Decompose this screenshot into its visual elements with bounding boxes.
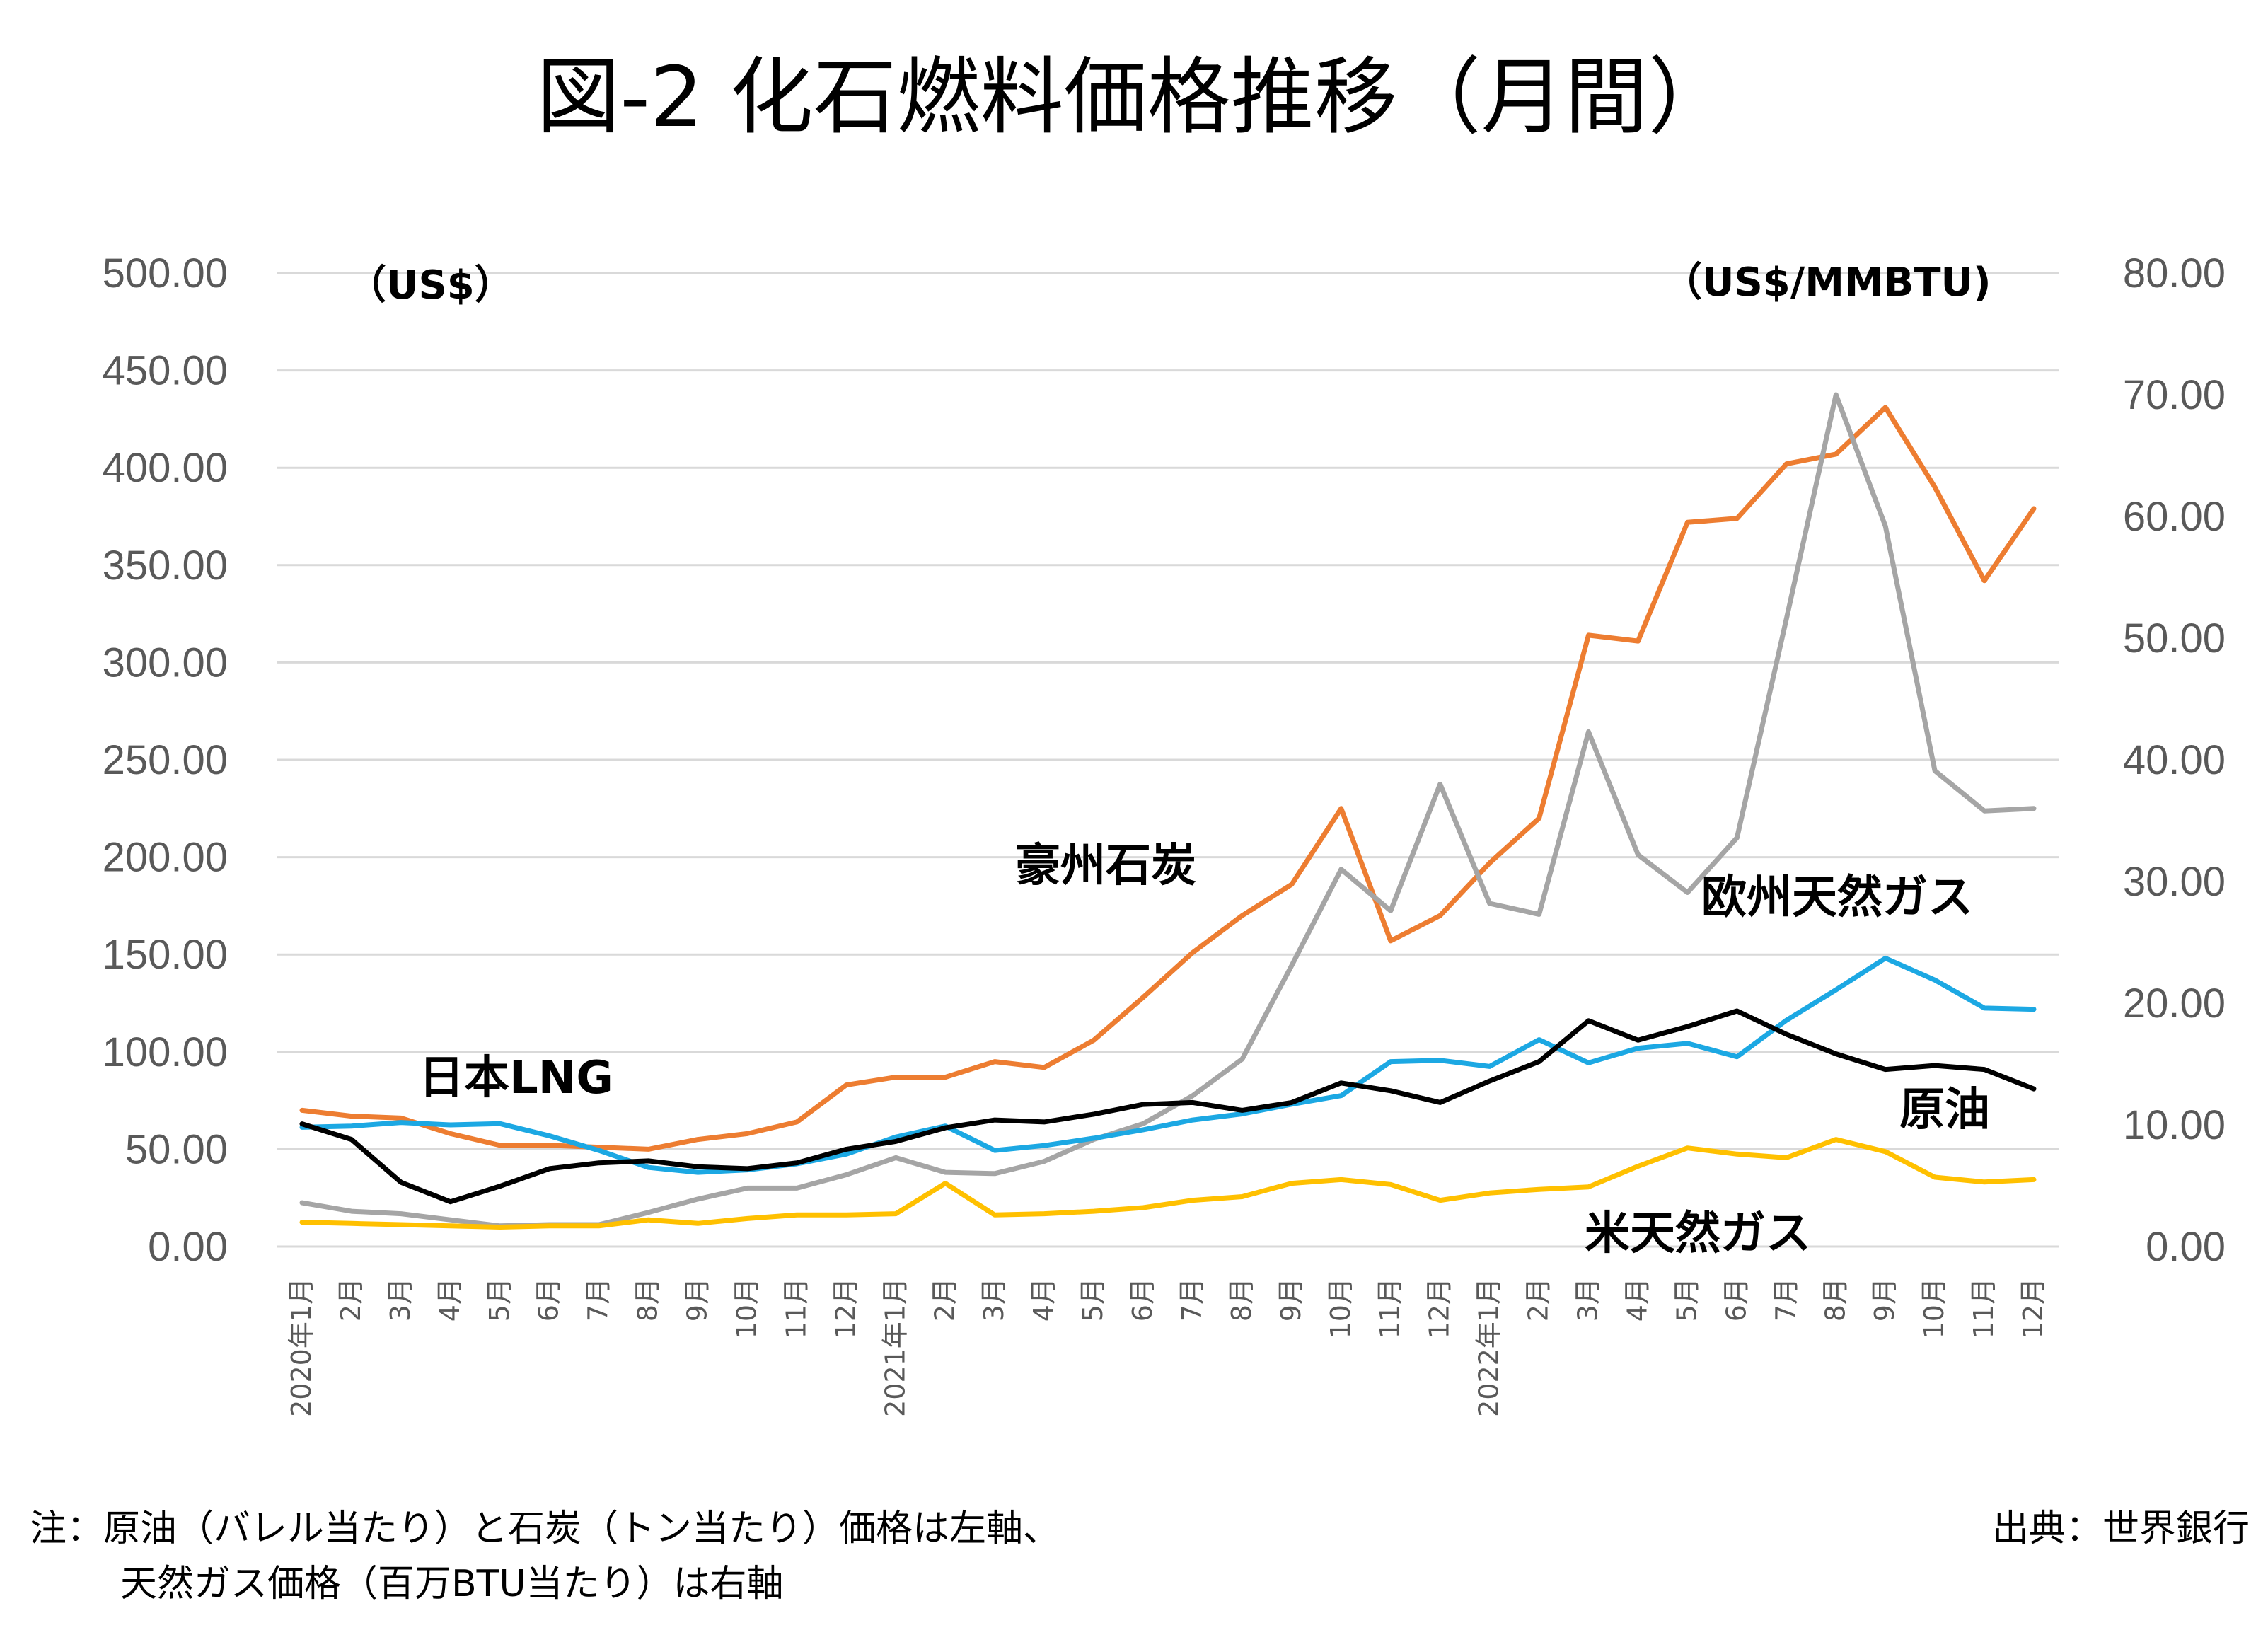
x-tick-label: 2020年1月 xyxy=(286,1278,317,1417)
left-axis-unit: （US$） xyxy=(347,262,514,308)
x-tick-label: 8月 xyxy=(1819,1278,1851,1322)
x-tick-label: 10月 xyxy=(731,1278,762,1339)
x-axis-ticks: 2020年1月 2月 3月 4月 5月 6月 7月 8月 9月 10月 11月 12月 2021年1月 2… xyxy=(286,1278,2049,1417)
series-line xyxy=(299,405,2037,1152)
x-tick-label: 5月 xyxy=(484,1278,515,1322)
series-line xyxy=(299,1137,2037,1230)
left-tick-label: 350.00 xyxy=(103,543,228,589)
left-tick-label: 100.00 xyxy=(103,1029,228,1075)
right-axis-unit: （US$/MMBTU) xyxy=(1662,260,1991,306)
right-tick-label: 30.00 xyxy=(2123,859,2226,905)
x-tick-label: 4月 xyxy=(1028,1278,1059,1322)
x-tick-label: 11月 xyxy=(1375,1278,1406,1339)
source-note: 出典：世界銀行 xyxy=(1992,1508,2250,1550)
x-tick-label: 2021年1月 xyxy=(879,1278,910,1417)
x-tick-label: 9月 xyxy=(1869,1278,1900,1322)
right-tick-label: 0.00 xyxy=(2146,1224,2226,1270)
x-tick-label: 2月 xyxy=(1523,1278,1554,1322)
left-tick-label: 500.00 xyxy=(103,250,228,296)
x-tick-label: 11月 xyxy=(780,1278,811,1339)
x-tick-label: 8月 xyxy=(632,1278,664,1322)
x-tick-label: 4月 xyxy=(434,1278,465,1322)
x-tick-label: 12月 xyxy=(830,1278,861,1339)
series-line xyxy=(299,955,2037,1175)
right-tick-label: 10.00 xyxy=(2123,1102,2226,1148)
note-line-1: 注：原油（バレル当たり）と石炭（トン当たり）価格は左軸、 xyxy=(30,1508,1060,1550)
x-tick-label: 6月 xyxy=(1127,1278,1158,1322)
x-tick-label: 2022年1月 xyxy=(1474,1278,1505,1417)
x-tick-label: 10月 xyxy=(1325,1278,1356,1339)
left-tick-label: 250.00 xyxy=(103,737,228,783)
series-lines xyxy=(299,392,2037,1230)
right-tick-label: 60.00 xyxy=(2123,494,2226,540)
left-tick-label: 50.00 xyxy=(125,1126,228,1172)
right-tick-label: 40.00 xyxy=(2123,737,2226,783)
label-japan-lng: 日本LNG xyxy=(419,1052,613,1104)
gridlines xyxy=(277,272,2059,1248)
left-tick-label: 300.00 xyxy=(103,640,228,686)
x-tick-label: 6月 xyxy=(1720,1278,1752,1322)
x-tick-label: 6月 xyxy=(533,1278,565,1322)
x-tick-label: 2月 xyxy=(335,1278,366,1322)
label-us-gas: 米天然ガス xyxy=(1585,1208,1811,1260)
left-tick-label: 0.00 xyxy=(148,1224,228,1270)
note-line-2: 天然ガス価格（百万BTU当たり）は右軸 xyxy=(120,1563,784,1605)
x-tick-label: 10月 xyxy=(1919,1278,1950,1339)
left-tick-label: 150.00 xyxy=(103,932,228,978)
x-tick-label: 11月 xyxy=(1968,1278,1999,1339)
label-coal: 豪州石炭 xyxy=(1015,840,1196,892)
label-crude-oil: 原油 xyxy=(1899,1084,1990,1136)
x-tick-label: 5月 xyxy=(1671,1278,1702,1322)
x-tick-label: 7月 xyxy=(1176,1278,1208,1322)
x-tick-label: 3月 xyxy=(385,1278,416,1322)
right-axis-ticks: 0.00 10.00 20.00 30.00 40.00 50.00 60.00 70.00 8… xyxy=(2123,250,2226,1270)
x-tick-label: 12月 xyxy=(1424,1278,1455,1339)
left-tick-label: 450.00 xyxy=(103,348,228,394)
x-tick-label: 2月 xyxy=(929,1278,960,1322)
right-tick-label: 70.00 xyxy=(2123,372,2226,418)
x-tick-label: 7月 xyxy=(1770,1278,1801,1322)
left-tick-label: 400.00 xyxy=(103,445,228,491)
x-tick-label: 3月 xyxy=(978,1278,1009,1322)
x-tick-label: 7月 xyxy=(583,1278,614,1322)
x-tick-label: 4月 xyxy=(1621,1278,1653,1322)
x-tick-label: 8月 xyxy=(1226,1278,1257,1322)
chart-title: 図-2 化石燃料価格推移（月間） xyxy=(536,48,1731,146)
x-tick-label: 9月 xyxy=(1275,1278,1307,1322)
left-tick-label: 200.00 xyxy=(103,835,228,881)
x-tick-label: 5月 xyxy=(1077,1278,1109,1322)
series-line xyxy=(299,1008,2037,1205)
x-tick-label: 3月 xyxy=(1573,1278,1604,1322)
right-tick-label: 20.00 xyxy=(2123,981,2226,1027)
left-axis-ticks: 0.00 50.00 100.00 150.00 200.00 250.00 300.00 3… xyxy=(103,250,228,1270)
right-tick-label: 80.00 xyxy=(2123,250,2226,296)
x-tick-label: 9月 xyxy=(682,1278,713,1322)
x-tick-label: 12月 xyxy=(2018,1278,2049,1339)
label-eu-gas: 欧州天然ガス xyxy=(1701,872,1973,924)
right-tick-label: 50.00 xyxy=(2123,615,2226,661)
